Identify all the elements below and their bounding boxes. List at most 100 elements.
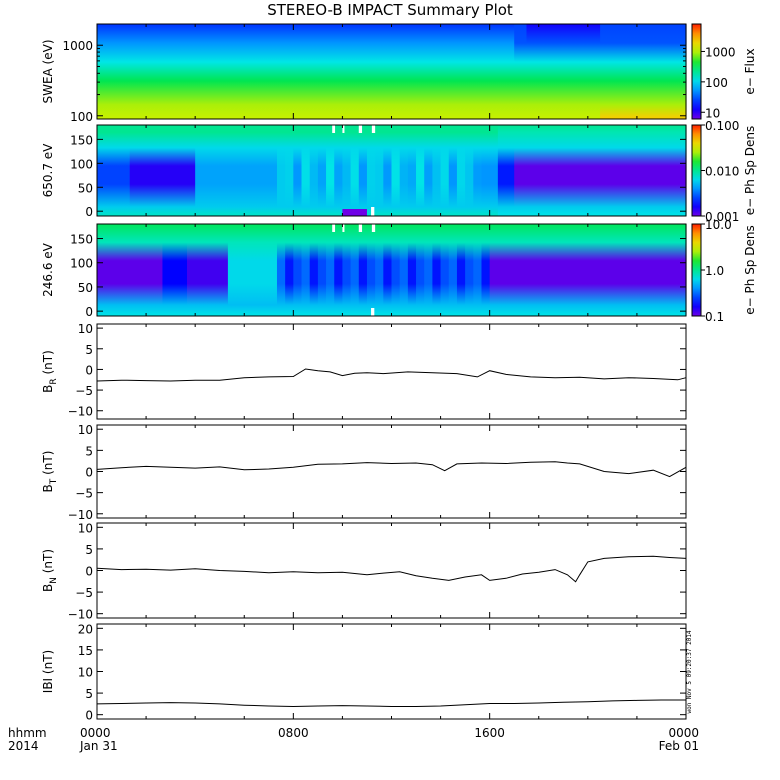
spectrogram-column: [620, 224, 630, 316]
spectrogram-column: [285, 125, 294, 216]
spectrogram-column: [473, 224, 483, 316]
spectrogram-column: [424, 224, 433, 316]
spectrogram-column: [596, 125, 605, 216]
spectrogram-column: [227, 224, 237, 316]
data-gap: [371, 207, 375, 216]
spectrogram-column: [604, 125, 613, 216]
y-label-unit: (nT): [41, 350, 55, 378]
spectrogram-column: [330, 24, 344, 119]
spectrogram-column: [334, 125, 344, 216]
frames-layer: [96, 23, 705, 720]
panel-frame-bn: [96, 522, 687, 619]
time-tick-label: 0000: [80, 726, 111, 740]
time-axis-row2-label: 2014: [8, 739, 39, 753]
panel-frame-br: [96, 323, 687, 420]
spectrogram-column: [170, 24, 184, 119]
spectrogram-column: [465, 224, 474, 316]
spectrogram-column: [137, 224, 147, 316]
data-depletion: [342, 209, 367, 216]
spectrogram-column: [236, 125, 245, 216]
spectrogram-column: [268, 24, 282, 119]
colorbar-tick-label: 0.100: [705, 119, 739, 133]
data-gap: [332, 125, 336, 133]
series-line-br: [96, 368, 687, 382]
spectrogram-column: [317, 224, 327, 316]
spectrogram-column: [326, 125, 335, 216]
spectrogram-column: [366, 24, 380, 119]
time-axis-row1-label: hhmm: [8, 726, 47, 740]
spectrogram-column: [391, 224, 401, 316]
spectrogram-column: [146, 125, 155, 216]
colorbar-tick-label: 0.001: [705, 210, 739, 224]
spectrogram-column: [170, 224, 180, 316]
spectrogram-column: [526, 24, 540, 119]
spectrogram-column: [178, 224, 188, 316]
colorbar-tick-label: 1000: [705, 45, 736, 59]
spectrogram-column: [448, 224, 458, 316]
spectrogram-column: [305, 24, 319, 119]
spectrogram-column: [105, 125, 114, 216]
time-tick-label: 0800: [278, 726, 309, 740]
spectrogram-column: [432, 224, 442, 316]
spectrogram-column: [293, 125, 303, 216]
spectrogram-column: [501, 24, 515, 119]
spectrogram-column: [97, 224, 106, 316]
spectrogram-column: [399, 224, 409, 316]
spectrogram-column: [456, 224, 466, 316]
spectrogram-column: [236, 224, 245, 316]
y-tick-label: 5: [85, 444, 93, 458]
spectrogram-column: [506, 125, 515, 216]
spectrogram-column: [342, 24, 356, 119]
y-tick-label: 150: [70, 233, 93, 247]
y-label-main: B: [41, 385, 55, 393]
spectrogram-column: [407, 224, 417, 316]
spectrogram-column: [448, 125, 458, 216]
spectrogram-column: [636, 24, 650, 119]
time-tick-label: 0000: [668, 726, 699, 740]
spectrogram-column: [309, 125, 319, 216]
spectrogram-column: [636, 125, 646, 216]
spectrogram-column: [563, 24, 577, 119]
spectrogram-column: [514, 125, 523, 216]
spectrogram-column: [154, 125, 164, 216]
spectrogram-column: [121, 24, 135, 119]
spectrogram-column: [162, 125, 172, 216]
y-tick-label: 0: [85, 363, 93, 377]
spectrogram-column: [301, 125, 311, 216]
colorbar-label: e− Ph Sp Dens: [743, 126, 757, 215]
spectrogram-column: [186, 224, 196, 316]
spectrogram-column: [489, 125, 499, 216]
series-line-bmag: [96, 699, 686, 708]
y-axis-label: IBI (nT): [41, 650, 55, 693]
colorbar-tick-label: 100: [705, 76, 728, 90]
y-label-subscript: N: [49, 577, 59, 584]
spectrogram-column: [260, 224, 270, 316]
spectrogram-column: [146, 224, 155, 316]
spectrogram-column: [113, 125, 123, 216]
data-gap: [358, 224, 363, 232]
spectrogram-column: [276, 224, 286, 316]
spectrogram-column: [309, 224, 319, 316]
spectrogram-column: [579, 125, 589, 216]
spectrogram-column: [465, 125, 474, 216]
y-tick-label: 50: [78, 281, 93, 295]
y-tick-label: 0: [85, 565, 93, 579]
spectrogram-column: [391, 125, 401, 216]
y-tick-label: −10: [68, 508, 93, 522]
spectrogram-column: [604, 224, 613, 316]
spectrogram-column: [154, 224, 164, 316]
y-tick-label: −5: [75, 487, 93, 501]
spectrogram-column: [645, 224, 654, 316]
spectrogram-column: [661, 224, 671, 316]
y-tick-label: 50: [78, 181, 93, 195]
spectrogram-column: [146, 24, 159, 119]
y-label-main: B: [41, 484, 55, 492]
spectrogram-column: [673, 24, 687, 119]
spectrogram-column: [661, 125, 671, 216]
spectrogram-column: [456, 125, 466, 216]
spectrogram-column: [497, 125, 507, 216]
spectrogram-column: [677, 125, 687, 216]
spectrogram-column: [661, 24, 675, 119]
spectrogram-column: [538, 224, 548, 316]
